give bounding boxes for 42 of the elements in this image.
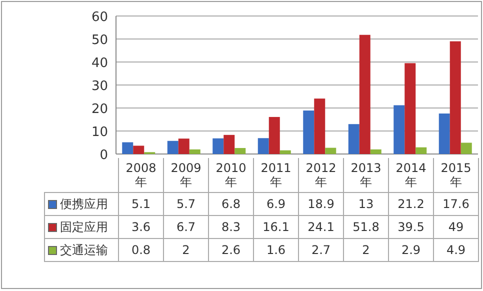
x-tick-label: 2010年	[208, 158, 254, 192]
legend-label: 固定应用	[60, 220, 108, 234]
y-tick-label: 40	[91, 56, 108, 71]
data-label: 1.6	[254, 238, 298, 262]
legend-label: 交通运输	[60, 243, 108, 257]
data-label: 2.6	[208, 238, 254, 262]
data-label: 21.2	[388, 192, 434, 216]
data-label: 2	[164, 238, 208, 262]
data-label: 24.1	[298, 216, 344, 238]
data-label: 4.9	[434, 238, 478, 262]
data-label: 8.3	[208, 216, 254, 238]
x-tick-label: 2015年	[434, 158, 478, 192]
y-tick-label: 30	[91, 79, 108, 94]
data-label: 3.6	[118, 216, 164, 238]
y-tick-label: 0	[100, 148, 108, 163]
data-label: 6.8	[208, 192, 254, 216]
y-tick-label: 10	[91, 125, 108, 140]
data-label: 17.6	[434, 192, 478, 216]
legend-label: 便携应用	[60, 197, 108, 211]
data-label: 6.7	[164, 216, 208, 238]
data-label: 2.7	[298, 238, 344, 262]
data-label: 13	[344, 192, 388, 216]
x-tick-label: 2012年	[298, 158, 344, 192]
x-tick-label: 2014年	[388, 158, 434, 192]
y-tick-label: 20	[91, 102, 108, 117]
y-tick-label: 60	[91, 10, 108, 25]
data-label: 16.1	[254, 216, 298, 238]
data-label: 39.5	[388, 216, 434, 238]
data-label: 5.7	[164, 192, 208, 216]
data-label: 2.9	[388, 238, 434, 262]
data-label: 5.1	[118, 192, 164, 216]
data-label: 2	[344, 238, 388, 262]
x-tick-label: 2008年	[118, 158, 164, 192]
data-label: 49	[434, 216, 478, 238]
x-tick-label: 2011年	[254, 158, 298, 192]
x-tick-label: 2009年	[164, 158, 208, 192]
data-label: 0.8	[118, 238, 164, 262]
data-label: 51.8	[344, 216, 388, 238]
x-tick-label: 2013年	[344, 158, 388, 192]
data-label: 6.9	[254, 192, 298, 216]
y-tick-label: 50	[91, 33, 108, 48]
data-label: 18.9	[298, 192, 344, 216]
